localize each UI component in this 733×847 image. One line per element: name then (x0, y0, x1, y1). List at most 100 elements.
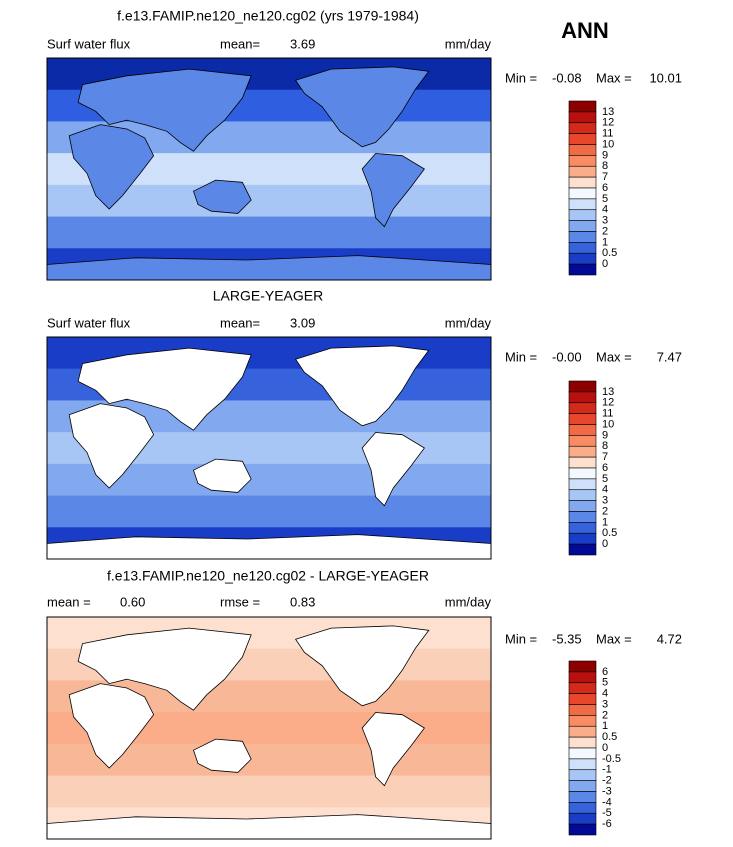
colorbar-label: 11 (602, 408, 613, 420)
variable-name: Surf water flux (47, 36, 131, 51)
colorbar-swatch (568, 769, 597, 781)
colorbar-swatch (568, 100, 597, 113)
mean-label: mean= (220, 36, 260, 51)
colorbar-swatch (568, 532, 597, 545)
colorbar-swatch (568, 122, 597, 134)
colorbar-swatch (568, 424, 597, 436)
colorbar-label: 4 (602, 688, 608, 700)
colorbar-label: 3 (602, 698, 608, 710)
colorbar-label: -1 (602, 764, 612, 776)
colorbar-swatch (568, 543, 597, 556)
colorbar-swatch (568, 413, 597, 425)
map (46, 57, 492, 281)
continent (77, 627, 252, 711)
colorbar-swatch (568, 187, 597, 200)
min-value: -5.35 (552, 631, 582, 646)
mean-value: 0.60 (120, 594, 145, 609)
min-label: Min = (505, 70, 537, 85)
rmse-value: 0.83 (290, 594, 315, 609)
panel-title: f.e13.FAMIP.ne120_ne120.cg02 (yrs 1979-1… (117, 8, 419, 24)
panel-title: LARGE-YEAGER (213, 288, 323, 304)
colorbar-swatch (568, 445, 597, 458)
colorbar-swatch (568, 176, 597, 189)
colorbar-swatch (568, 391, 597, 404)
colorbar-swatch (568, 802, 597, 814)
colorbar-swatch (568, 660, 597, 673)
colorbar-label: 10 (602, 138, 614, 150)
season: ANN (561, 18, 609, 43)
colorbar-label: 1 (602, 236, 608, 248)
colorbar-swatch (568, 758, 597, 771)
colorbar-label: -5 (602, 807, 612, 819)
continent (193, 738, 252, 773)
colorbar-swatch (568, 198, 597, 211)
max-label: Max = (596, 70, 632, 85)
map-frame (46, 336, 492, 560)
units: mm/day (445, 315, 492, 330)
continent (68, 403, 155, 489)
max-value: 7.47 (657, 349, 682, 364)
colorbar-swatch (568, 111, 597, 124)
colorbar-label: 0.5 (602, 247, 617, 259)
colorbar-label: 4 (602, 204, 608, 216)
max-value: 10.01 (649, 70, 682, 85)
colorbar-swatch (568, 478, 597, 491)
colorbar-swatch (568, 489, 597, 501)
colorbar-label: 13 (602, 106, 614, 118)
min-value: -0.00 (552, 349, 582, 364)
colorbar-label: 1 (602, 516, 608, 528)
units: mm/day (445, 594, 492, 609)
colorbar-label: 8 (602, 440, 608, 452)
units: mm/day (445, 36, 492, 51)
colorbar-label: 9 (602, 429, 608, 441)
max-label: Max = (596, 349, 632, 364)
colorbar-label: 13 (602, 386, 614, 398)
colorbar-swatch (568, 380, 597, 393)
mean-label: mean= (220, 315, 260, 330)
colorbar-swatch (568, 725, 597, 738)
mean-label: mean = (47, 594, 91, 609)
colorbar-swatch (568, 209, 597, 221)
colorbar-swatch (568, 682, 597, 694)
colorbar-label: 8 (602, 160, 608, 172)
colorbar-swatch (568, 715, 597, 727)
continent (294, 625, 430, 707)
map-frame (46, 57, 492, 281)
colorbar-label: 7 (602, 171, 608, 183)
ocean-band (47, 495, 491, 528)
colorbar-label: 2 (602, 505, 608, 517)
colorbar-swatch (568, 467, 597, 480)
colorbar-label: 4 (602, 484, 608, 496)
max-label: Max = (596, 631, 632, 646)
colorbar-label: 0.5 (602, 731, 617, 743)
colorbar-label: 3 (602, 495, 608, 507)
continent (68, 683, 155, 769)
continent (294, 345, 430, 427)
variable-name: Surf water flux (47, 315, 131, 330)
colorbar-label: 9 (602, 149, 608, 161)
colorbar-label: 2 (602, 225, 608, 237)
colorbar-swatch (568, 511, 597, 523)
map-frame (46, 616, 492, 840)
colorbar-swatch (568, 812, 597, 825)
colorbar-label: 0 (602, 538, 608, 550)
colorbar-label: -0.5 (602, 753, 621, 765)
continent (68, 124, 155, 210)
mean-value: 3.69 (290, 36, 315, 51)
colorbar-swatch (568, 823, 597, 836)
continent (193, 458, 252, 493)
colorbar-swatch (568, 144, 597, 156)
continent (361, 153, 425, 228)
colorbar-label: 6 (602, 462, 608, 474)
colorbar-swatch (568, 263, 597, 276)
colorbar-label: 10 (602, 418, 614, 430)
min-label: Min = (505, 631, 537, 646)
colorbar-label: 1 (602, 720, 608, 732)
colorbar-label: 12 (602, 397, 614, 409)
colorbar-label: 0 (602, 742, 608, 754)
continent (77, 347, 252, 431)
colorbar-swatch (568, 242, 597, 254)
colorbar-swatch (568, 402, 597, 414)
colorbar-swatch (568, 220, 597, 232)
